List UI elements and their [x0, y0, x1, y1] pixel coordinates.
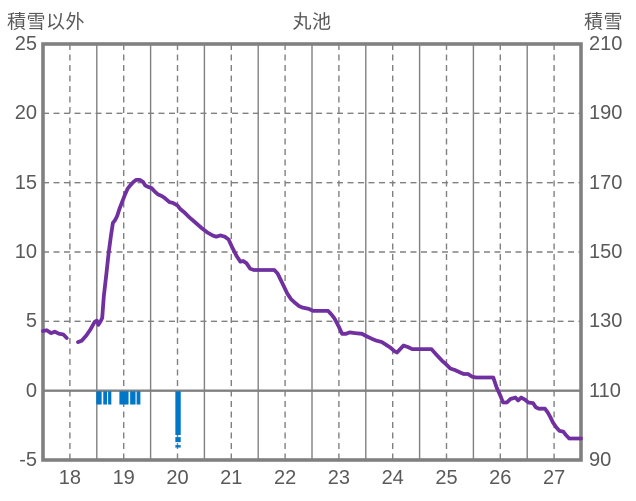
x-axis-tick-label: 24	[381, 467, 404, 489]
left-axis-tick-label: 25	[14, 33, 37, 55]
right-axis-title: 積雪	[584, 12, 624, 33]
left-axis-tick-label: 15	[14, 171, 37, 194]
x-axis-tick-label: 25	[435, 467, 458, 489]
right-axis-tick-label: 210	[589, 33, 623, 55]
x-axis-tick-label: 23	[327, 467, 351, 489]
event-mark	[108, 391, 112, 405]
x-axis-tick-label: 27	[542, 467, 566, 489]
x-axis-tick-label: 18	[58, 467, 82, 489]
event-mark	[96, 391, 102, 405]
plot-border	[41, 42, 583, 462]
left-axis-title: 積雪以外	[7, 12, 86, 33]
x-axis-tick-label: 21	[220, 467, 243, 489]
event-mark	[175, 391, 181, 436]
left-axis-tick-label: 10	[14, 241, 37, 263]
event-mark	[136, 391, 141, 405]
right-axis-tick-label: 190	[589, 102, 623, 125]
x-axis-tick-label: 20	[166, 467, 189, 489]
right-axis-tick-label: 150	[589, 241, 623, 263]
event-mark	[103, 391, 108, 405]
event-mark	[130, 391, 136, 405]
left-axis-tick-label: 0	[25, 379, 37, 402]
right-axis-tick-label: 90	[589, 449, 612, 471]
x-axis-tick-label: 26	[489, 467, 512, 489]
left-axis-tick-label: 20	[14, 102, 37, 125]
event-mark	[119, 391, 129, 405]
x-axis-tick-label: 19	[112, 467, 135, 489]
chart-title: 丸池	[292, 12, 332, 33]
right-axis-tick-label: 130	[589, 310, 623, 333]
snow-depth-line	[76, 177, 583, 441]
right-axis-tick-label: 110	[589, 379, 621, 402]
snow-depth-line	[41, 328, 69, 340]
x-axis-tick-label: 22	[273, 467, 297, 489]
right-axis-tick-label: 170	[589, 171, 623, 194]
left-axis-tick-label: -5	[19, 449, 37, 471]
left-axis-tick-label: 5	[25, 310, 37, 333]
